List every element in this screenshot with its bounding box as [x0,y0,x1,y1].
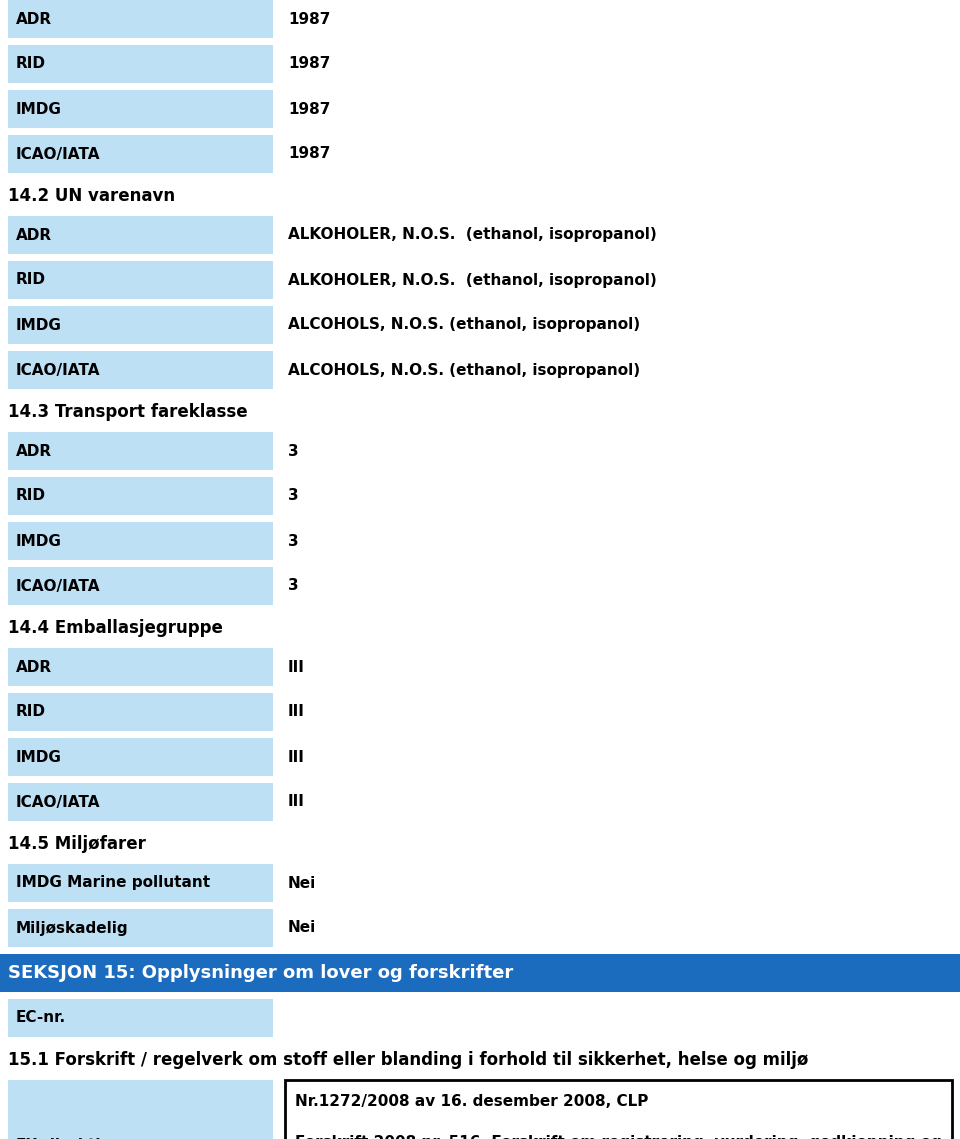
Text: Nr.1272/2008 av 16. desember 2008, CLP: Nr.1272/2008 av 16. desember 2008, CLP [295,1093,648,1109]
Bar [8,0,273,38]
Text: III: III [288,659,305,674]
Bar [8,522,273,560]
Text: 3: 3 [288,489,299,503]
Text: SEKSJON 15: Opplysninger om lover og forskrifter: SEKSJON 15: Opplysninger om lover og for… [8,964,514,982]
Bar [8,782,273,821]
Text: 14.4 Emballasjegruppe: 14.4 Emballasjegruppe [8,618,223,637]
Text: RID: RID [16,272,46,287]
Text: 3: 3 [288,533,299,549]
Text: EU-direktiv: EU-direktiv [16,1138,111,1139]
Bar [8,432,273,470]
Text: IMDG: IMDG [16,749,61,764]
Text: 14.2 UN varenavn: 14.2 UN varenavn [8,187,175,205]
Text: 1987: 1987 [288,57,330,72]
Text: IMDG: IMDG [16,318,61,333]
Text: 3: 3 [288,579,299,593]
Text: 14.5 Miljøfarer: 14.5 Miljøfarer [8,835,146,853]
Text: ICAO/IATA: ICAO/IATA [16,362,101,377]
Bar [8,477,273,515]
Text: III: III [288,795,305,810]
Bar [8,136,273,173]
Text: ICAO/IATA: ICAO/IATA [16,147,101,162]
Bar [8,738,273,776]
Text: Miljøskadelig: Miljøskadelig [16,920,129,935]
Bar [8,567,273,605]
Text: ADR: ADR [16,443,52,459]
Text: 15.1 Forskrift / regelverk om stoff eller blanding i forhold til sikkerhet, hels: 15.1 Forskrift / regelverk om stoff elle… [8,1051,808,1070]
Text: IMDG Marine pollutant: IMDG Marine pollutant [16,876,210,891]
Text: RID: RID [16,57,46,72]
Text: ADR: ADR [16,659,52,674]
Text: ALKOHOLER, N.O.S.  (ethanol, isopropanol): ALKOHOLER, N.O.S. (ethanol, isopropanol) [288,228,657,243]
Text: IMDG: IMDG [16,101,61,116]
Text: 1987: 1987 [288,147,330,162]
Bar [8,351,273,390]
Bar [8,90,273,128]
Bar [8,216,273,254]
Text: ADR: ADR [16,228,52,243]
Bar [8,261,273,300]
Bar [8,865,273,902]
Bar [8,999,273,1036]
Bar [8,648,273,686]
Text: 14.3 Transport fareklasse: 14.3 Transport fareklasse [8,403,248,421]
Bar [285,1080,952,1139]
Text: Nei: Nei [288,876,316,891]
Text: ALCOHOLS, N.O.S. (ethanol, isopropanol): ALCOHOLS, N.O.S. (ethanol, isopropanol) [288,362,640,377]
Bar [8,1080,273,1139]
Text: Forskrift 2008 nr. 516. Forskrift om registrering, vurdering, godkjenning og
beg: Forskrift 2008 nr. 516. Forskrift om reg… [295,1134,942,1139]
Text: 1987: 1987 [288,101,330,116]
Text: RID: RID [16,489,46,503]
Bar [8,46,273,83]
Text: Nei: Nei [288,920,316,935]
Bar [8,693,273,731]
Bar [0,954,960,992]
Bar [8,909,273,947]
Text: ALCOHOLS, N.O.S. (ethanol, isopropanol): ALCOHOLS, N.O.S. (ethanol, isopropanol) [288,318,640,333]
Text: 1987: 1987 [288,11,330,26]
Text: IMDG: IMDG [16,533,61,549]
Text: ICAO/IATA: ICAO/IATA [16,795,101,810]
Text: ALKOHOLER, N.O.S.  (ethanol, isopropanol): ALKOHOLER, N.O.S. (ethanol, isopropanol) [288,272,657,287]
Text: 3: 3 [288,443,299,459]
Text: III: III [288,705,305,720]
Text: III: III [288,749,305,764]
Text: ICAO/IATA: ICAO/IATA [16,579,101,593]
Text: ADR: ADR [16,11,52,26]
Text: RID: RID [16,705,46,720]
Text: EC-nr.: EC-nr. [16,1010,66,1025]
Bar [8,306,273,344]
